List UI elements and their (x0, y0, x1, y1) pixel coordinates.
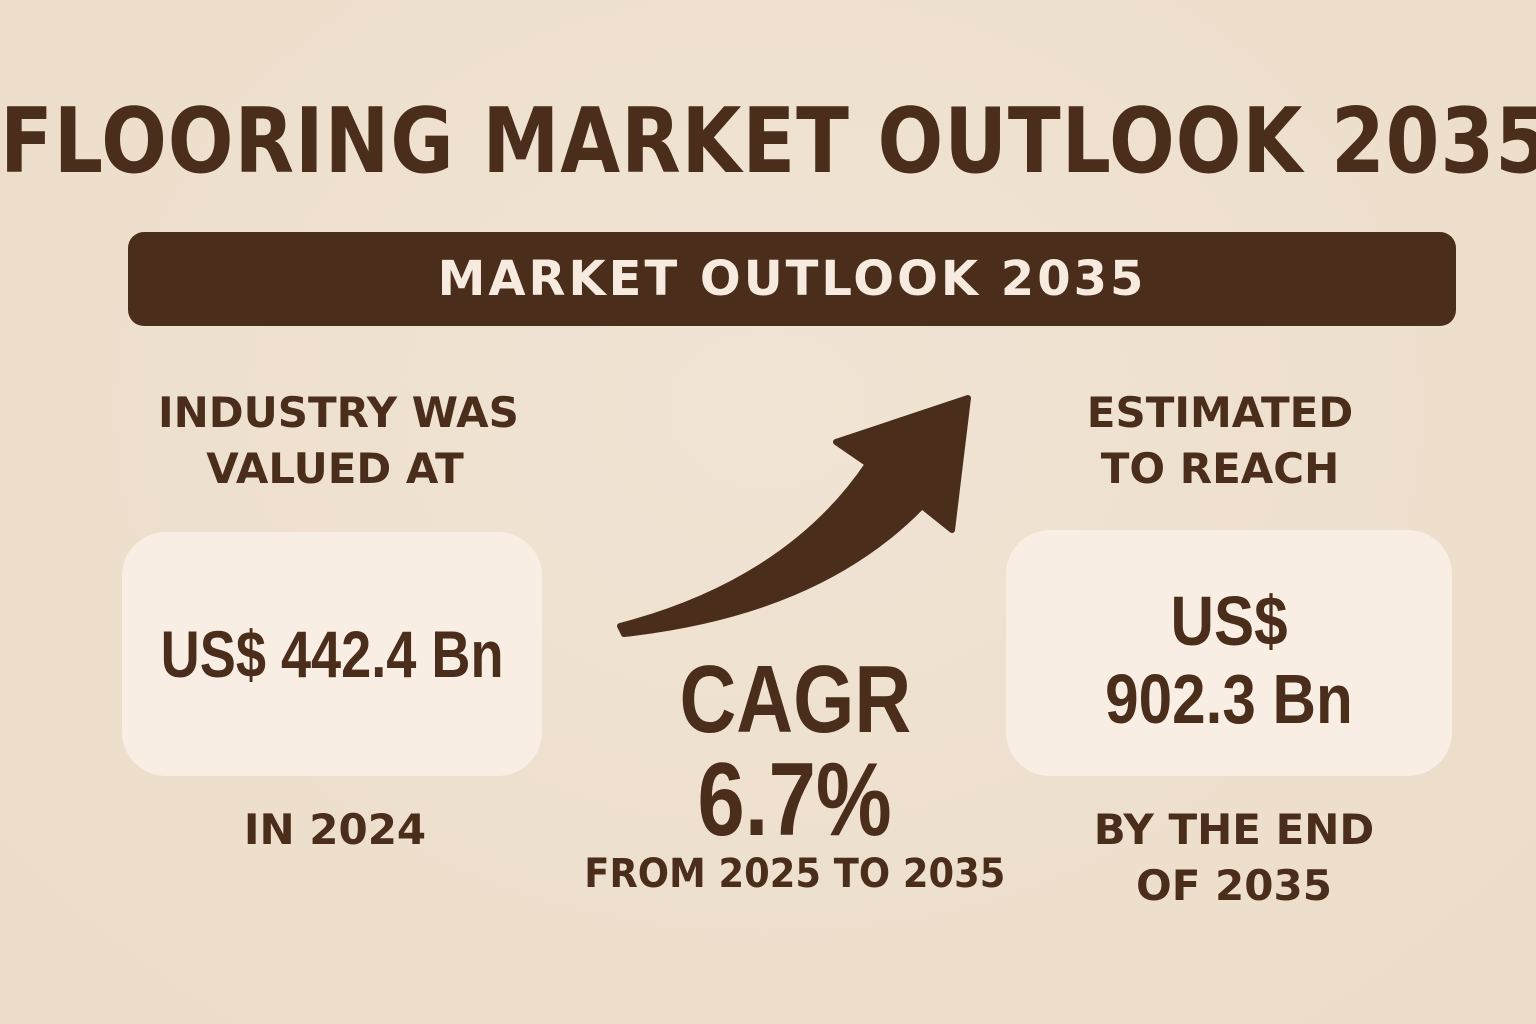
estimated-label-line1: ESTIMATED (1086, 388, 1354, 437)
estimated-label: ESTIMATED TO REACH (1040, 385, 1400, 497)
value-2024-text: US$ 442.4 Bn (160, 617, 504, 691)
value-2035-card: US$ 902.3 Bn (1006, 530, 1452, 776)
estimated-label-line2: TO REACH (1100, 444, 1340, 493)
page-title: FLOORING MARKET OUTLOOK 2035 (0, 89, 1536, 194)
end-2035-line1: BY THE END (1093, 805, 1375, 854)
value-2035: US$ 902.3 Bn (1006, 582, 1452, 738)
cagr-value: 6.7% (560, 745, 1030, 855)
valued-label-line1: INDUSTRY WAS (158, 388, 519, 437)
cagr-value-text: 6.7% (697, 742, 893, 858)
cagr-label-text: CAGR (679, 646, 911, 753)
value-2024: US$ 442.4 Bn (122, 532, 542, 776)
cagr-period: FROM 2025 TO 2035 (560, 848, 1030, 900)
value-2035-line2: 902.3 Bn (1105, 660, 1353, 738)
banner-text: MARKET OUTLOOK 2035 (437, 251, 1147, 307)
valued-label-line2: VALUED AT (206, 444, 464, 493)
year-2024-label: IN 2024 (243, 805, 427, 854)
outlook-banner: MARKET OUTLOOK 2035 (128, 232, 1456, 326)
cagr-period-text: FROM 2025 TO 2035 (584, 851, 1006, 897)
growth-arrow-icon (617, 395, 971, 637)
value-2024-card: US$ 442.4 Bn (122, 532, 542, 776)
cagr-label: CAGR (560, 650, 1030, 750)
end-2035-label: BY THE END OF 2035 (1054, 802, 1414, 914)
value-2035-line1: US$ (1170, 582, 1288, 660)
valued-label: INDUSTRY WAS VALUED AT (158, 385, 519, 497)
end-2035-line2: OF 2035 (1136, 861, 1332, 910)
